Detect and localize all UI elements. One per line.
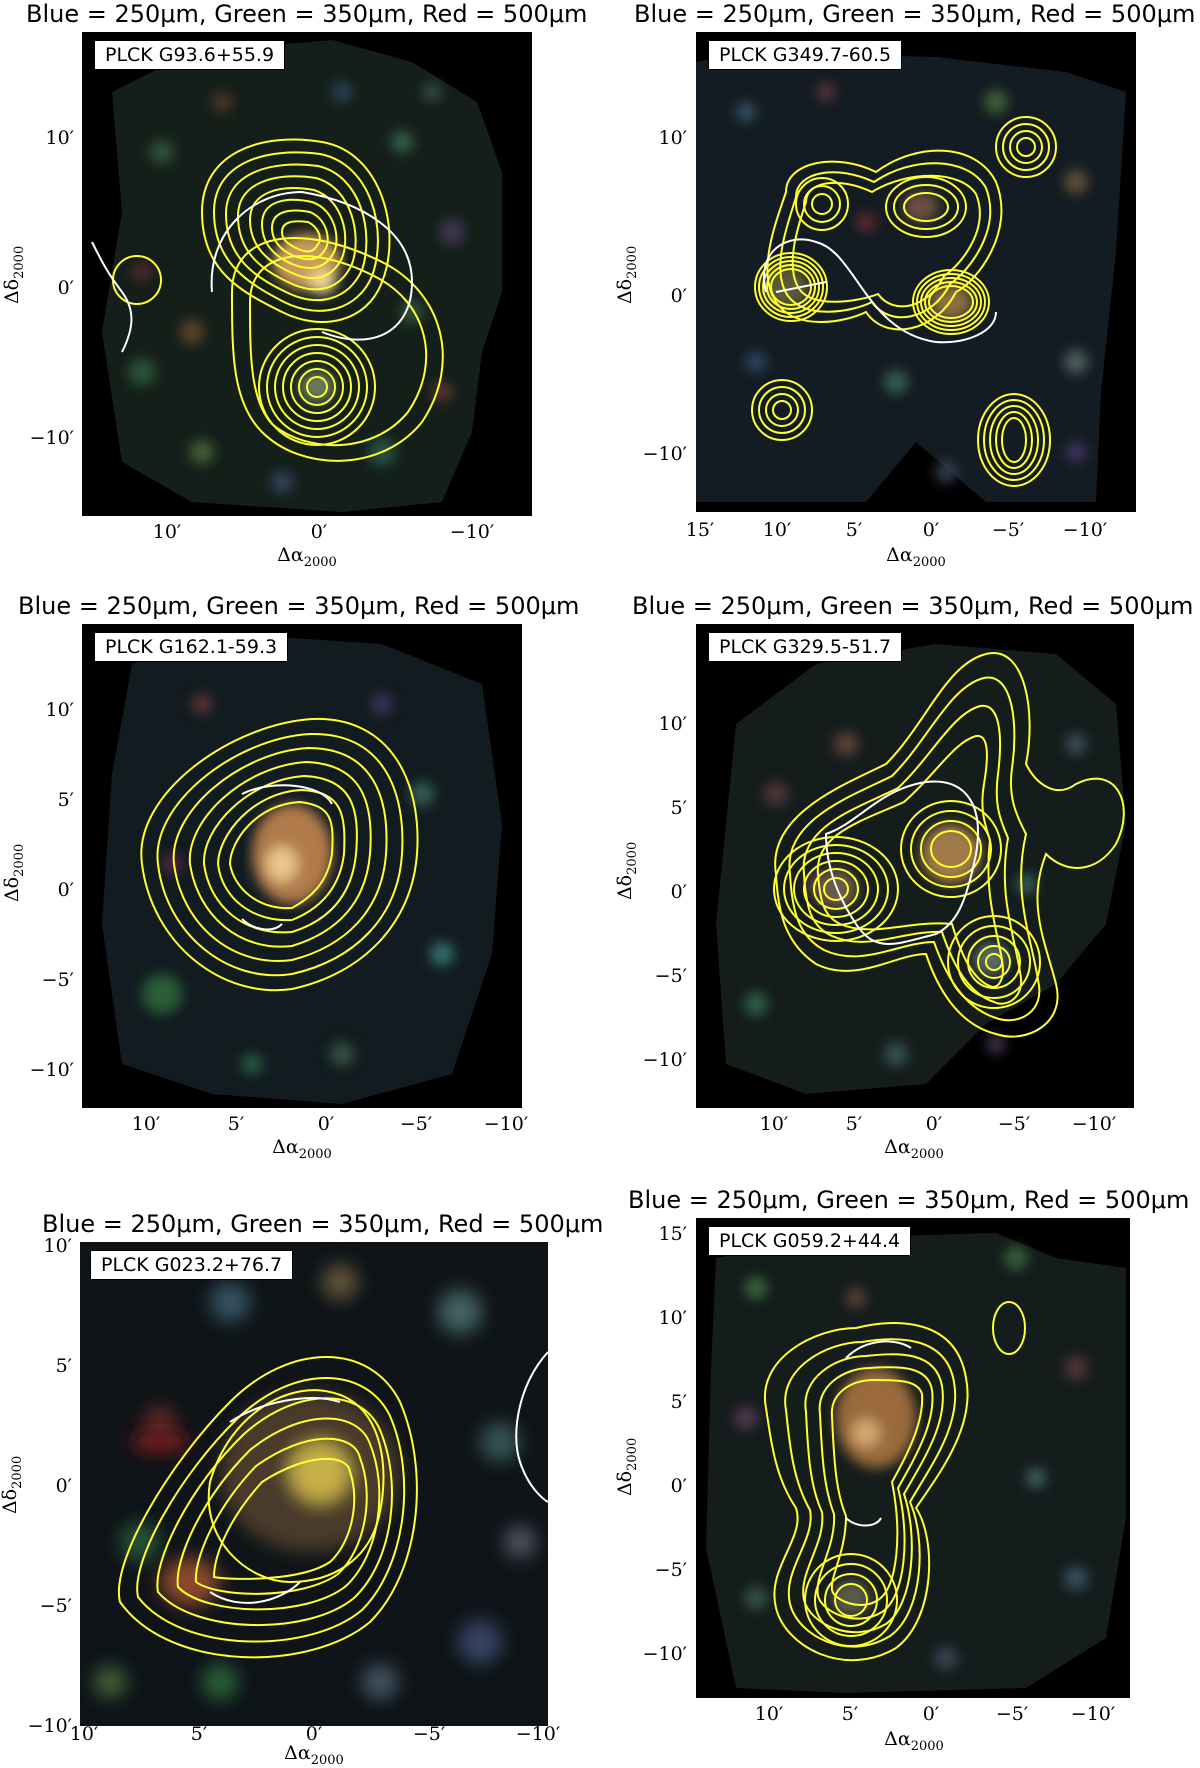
x-tick-label: 5′ (845, 519, 863, 541)
y-tick-label: −10′ (642, 443, 687, 465)
y-tick-label: 5′ (670, 1391, 687, 1413)
y-tick-label: −5′ (41, 969, 74, 991)
x-tick-label: 5′ (227, 1113, 245, 1135)
y-tick-label: −10′ (29, 427, 74, 449)
x-tick-label: 0′ (310, 521, 328, 543)
x-tick-label: 10′ (152, 521, 182, 543)
x-tick-label: −5′ (995, 1703, 1029, 1725)
x-tick-label: −5′ (997, 1113, 1031, 1135)
y-tick-label: −5′ (654, 1559, 687, 1581)
sz-contours (773, 652, 1125, 1038)
y-tick-label: −10′ (642, 1049, 687, 1071)
y-tick-label: 5′ (670, 797, 687, 819)
x-tick-label: −10′ (449, 521, 495, 543)
x-axis-label: Δα2000 (277, 544, 337, 570)
y-tick-label: 5′ (57, 789, 74, 811)
y-tick-label: 0′ (55, 1475, 72, 1497)
x-axis-label: Δα2000 (284, 1742, 344, 1768)
panel-title: Blue = 250μm, Green = 350μm, Red = 500μm (632, 592, 1194, 620)
y-tick-label: 10′ (658, 1307, 688, 1329)
y-tick-label: 10′ (45, 127, 75, 149)
y-tick-label: 0′ (57, 277, 74, 299)
y-tick-label: −5′ (654, 965, 687, 987)
source-name-label: PLCK G059.2+44.4 (708, 1226, 912, 1256)
x-tick-label: −10′ (1062, 519, 1108, 541)
x-tick-label: −10′ (515, 1723, 561, 1745)
sky-image: PLCK G059.2+44.4 (696, 1218, 1130, 1698)
x-tick-label: 5′ (841, 1703, 859, 1725)
x-tick-label: −10′ (1070, 1703, 1116, 1725)
x-axis-label: Δα2000 (884, 1136, 944, 1162)
sz-contours (117, 1351, 548, 1659)
y-axis-label: Δδ2000 (0, 1455, 25, 1515)
y-tick-label: −5′ (39, 1595, 72, 1617)
y-tick-label: 10′ (658, 127, 688, 149)
y-tick-label: 10′ (43, 1235, 73, 1257)
y-tick-label: 0′ (670, 285, 687, 307)
sz-contours (751, 116, 1057, 487)
x-tick-label: 5′ (190, 1723, 208, 1745)
x-axis-label: Δα2000 (272, 1136, 332, 1162)
y-tick-label: −10′ (642, 1643, 687, 1665)
y-tick-label: 10′ (45, 699, 75, 721)
source-name-label: PLCK G93.6+55.9 (94, 40, 286, 70)
y-axis-label: Δδ2000 (1, 245, 27, 305)
y-axis-label: Δδ2000 (614, 245, 640, 305)
sky-image: PLCK G162.1-59.3 (82, 624, 522, 1108)
source-name-label: PLCK G349.7-60.5 (708, 40, 903, 70)
x-tick-label: 0′ (922, 1703, 940, 1725)
panel-title: Blue = 250μm, Green = 350μm, Red = 500μm (628, 1186, 1190, 1214)
rgb-sky-map (80, 1242, 548, 1726)
x-tick-label: −5′ (991, 519, 1025, 541)
panel-title: Blue = 250μm, Green = 350μm, Red = 500μm (26, 0, 588, 28)
x-tick-label: 10′ (762, 519, 792, 541)
y-tick-label: 0′ (57, 879, 74, 901)
x-tick-label: 10′ (754, 1703, 784, 1725)
x-axis-label: Δα2000 (884, 1728, 944, 1754)
sz-contours (140, 717, 419, 992)
panel-title: Blue = 250μm, Green = 350μm, Red = 500μm (42, 1210, 604, 1238)
x-tick-label: 10′ (69, 1723, 99, 1745)
source-name-label: PLCK G023.2+76.7 (90, 1250, 294, 1280)
y-tick-label: −10′ (29, 1059, 74, 1081)
x-tick-label: 0′ (317, 1113, 335, 1135)
x-tick-label: −10′ (1071, 1113, 1117, 1135)
source-name-label: PLCK G162.1-59.3 (94, 632, 289, 662)
y-axis-label: Δδ2000 (614, 1437, 640, 1497)
rgb-sky-map (102, 634, 502, 1104)
source-name-label: PLCK G329.5-51.7 (708, 632, 903, 662)
sky-image: PLCK G023.2+76.7 (80, 1242, 548, 1726)
sky-image: PLCK G349.7-60.5 (696, 32, 1136, 512)
sz-contours (763, 1301, 1026, 1662)
x-tick-label: 0′ (922, 519, 940, 541)
x-tick-label: 0′ (305, 1723, 323, 1745)
y-tick-label: 0′ (670, 1475, 687, 1497)
sky-image: PLCK G93.6+55.9 (82, 32, 532, 516)
x-tick-label: −10′ (483, 1113, 529, 1135)
y-tick-label: 5′ (55, 1355, 72, 1377)
x-tick-label: 10′ (131, 1113, 161, 1135)
panel-title: Blue = 250μm, Green = 350μm, Red = 500μm (634, 0, 1196, 28)
x-axis-label: Δα2000 (886, 544, 946, 570)
x-tick-label: 10′ (759, 1113, 789, 1135)
sky-image: PLCK G329.5-51.7 (696, 624, 1134, 1108)
y-tick-label: 0′ (670, 881, 687, 903)
x-tick-label: −5′ (412, 1723, 446, 1745)
x-tick-label: −5′ (399, 1113, 433, 1135)
y-tick-label: 10′ (658, 713, 688, 735)
x-tick-label: 5′ (845, 1113, 863, 1135)
y-axis-label: Δδ2000 (1, 843, 27, 903)
x-tick-label: 0′ (925, 1113, 943, 1135)
panel-title: Blue = 250μm, Green = 350μm, Red = 500μm (18, 592, 580, 620)
sz-contours (91, 138, 444, 462)
x-tick-label: 15′ (685, 519, 715, 541)
y-tick-label: −10′ (27, 1715, 72, 1737)
y-axis-label: Δδ2000 (614, 841, 640, 901)
y-tick-label: 15′ (658, 1223, 688, 1245)
